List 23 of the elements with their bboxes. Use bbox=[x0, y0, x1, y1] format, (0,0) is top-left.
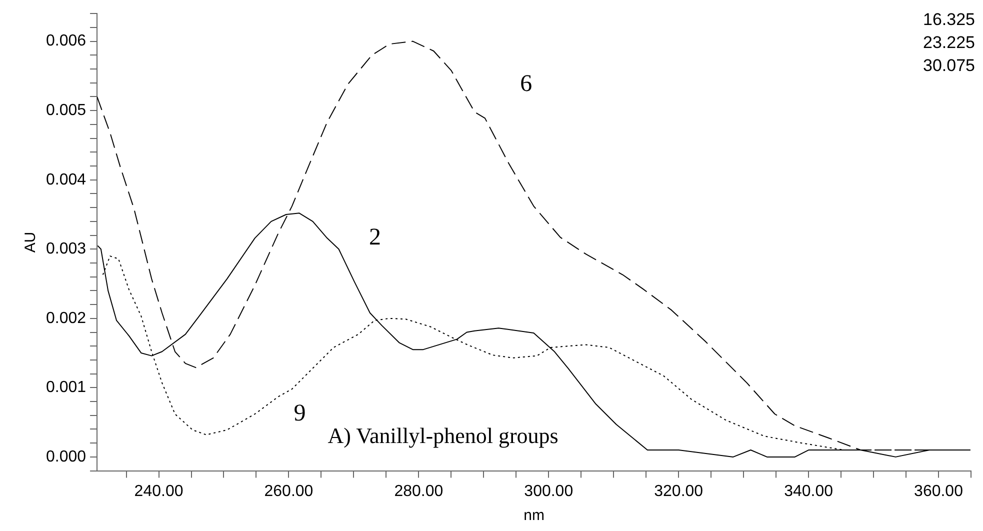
annotation: 9 bbox=[294, 400, 306, 426]
y-tick-label: 0.006 bbox=[46, 32, 86, 50]
y-tick-label: 0.004 bbox=[46, 171, 86, 188]
x-tick-label: 320.00 bbox=[654, 482, 704, 500]
annotation: 6 bbox=[520, 70, 532, 97]
y-axis-title: AU bbox=[22, 232, 40, 253]
annotation: A) Vanillyl-phenol groups bbox=[328, 423, 558, 448]
y-tick-label: 0.001 bbox=[46, 379, 86, 396]
x-axis-title: nm bbox=[524, 507, 544, 524]
x-tick-label: 360.00 bbox=[914, 482, 964, 500]
y-tick-label: 0.000 bbox=[46, 448, 86, 466]
x-tick-label: 340.00 bbox=[784, 482, 834, 500]
y-tick-label: 0.002 bbox=[46, 310, 86, 327]
x-tick-label: 240.00 bbox=[134, 482, 184, 500]
x-tick-label: 300.00 bbox=[524, 482, 574, 500]
x-tick-label: 280.00 bbox=[394, 482, 444, 500]
annotation: 2 bbox=[368, 224, 381, 250]
y-tick-label: 0.005 bbox=[46, 102, 86, 119]
annotation: 23.225 bbox=[923, 33, 975, 52]
y-tick-label: 0.003 bbox=[46, 240, 86, 258]
x-tick-label: 260.00 bbox=[264, 482, 314, 500]
annotation: 30.075 bbox=[923, 56, 975, 76]
annotation: 16.325 bbox=[923, 10, 975, 30]
